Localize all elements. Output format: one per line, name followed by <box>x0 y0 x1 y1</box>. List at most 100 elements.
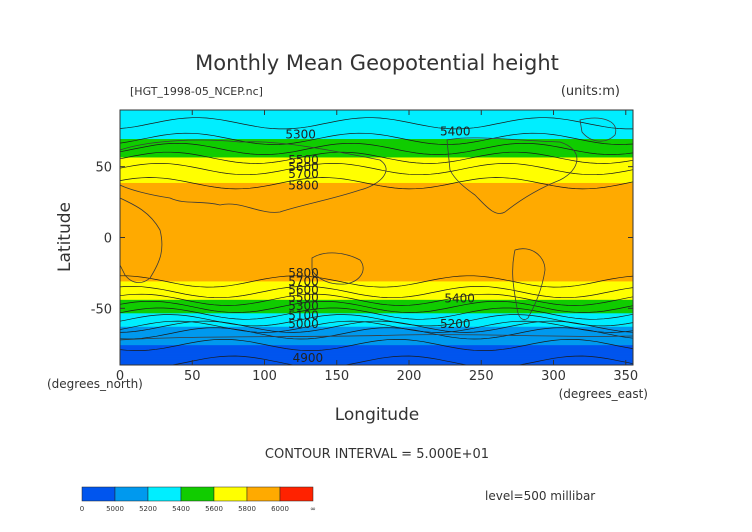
band-strip <box>120 350 633 352</box>
y-tick-label: 50 <box>95 161 112 176</box>
band-strip <box>120 258 633 260</box>
band-strip <box>120 237 633 239</box>
band-strip <box>120 269 633 271</box>
contour-line <box>120 132 633 145</box>
band-strip <box>120 136 633 138</box>
band-strip <box>120 210 633 212</box>
band-strip <box>120 289 633 292</box>
band-strip <box>120 197 633 199</box>
band-strip <box>120 159 633 161</box>
band-strip <box>120 325 633 327</box>
band-strip <box>120 348 633 350</box>
band-strip <box>120 351 633 353</box>
band-strip <box>120 187 633 189</box>
band-strip <box>120 297 633 300</box>
band-strip <box>120 303 633 305</box>
y-tick-label: -50 <box>91 302 112 317</box>
band-strip <box>120 167 633 169</box>
contour-lines <box>120 117 633 365</box>
band-strip <box>120 287 633 290</box>
contour-line <box>120 300 633 313</box>
file-label: [HGT_1998-05_NCEP.nc] <box>130 85 263 98</box>
band-strip <box>120 219 633 222</box>
band-strip <box>120 255 633 258</box>
band-strip <box>120 224 633 227</box>
band-strip <box>120 278 633 280</box>
band-strip <box>120 134 633 137</box>
band-strip <box>120 230 633 232</box>
band-strip <box>120 354 633 356</box>
band-strip <box>120 176 633 178</box>
band-strip <box>120 259 633 261</box>
band-strip <box>120 127 633 130</box>
band-strip <box>120 298 633 300</box>
band-strip <box>120 199 633 202</box>
band-strip <box>120 282 633 284</box>
band-strip <box>120 359 633 361</box>
band-strip <box>120 293 633 295</box>
band-strip <box>120 362 633 364</box>
band-strip <box>120 160 633 162</box>
band-strip <box>120 190 633 192</box>
band-strip <box>120 299 633 301</box>
contour-labels: 5300 540055005600570058005800570056005500… <box>285 125 475 366</box>
band-strip <box>120 170 633 173</box>
band-strip <box>120 197 633 200</box>
band-strip <box>120 146 633 149</box>
contour-line <box>120 286 633 299</box>
band-strip <box>120 211 633 213</box>
band-strip <box>120 209 633 212</box>
band-strip <box>120 239 633 241</box>
axis-ticks: 0 50 100 150 200 250 300 350 -50 0 50 <box>91 110 638 384</box>
band-strip <box>120 181 633 183</box>
band-strip <box>120 357 633 360</box>
band-strip <box>120 180 633 182</box>
band-strip <box>120 342 633 344</box>
band-strip <box>120 338 633 341</box>
band-strip <box>120 329 633 331</box>
band-strip <box>120 209 633 211</box>
band-strip <box>120 131 633 133</box>
band-strip <box>120 284 633 286</box>
band-strip <box>120 221 633 223</box>
band-strip <box>120 185 633 187</box>
band-strip <box>120 331 633 334</box>
band-strip <box>120 123 633 125</box>
band-strip <box>120 128 633 130</box>
band-strip <box>120 161 633 164</box>
band-strip <box>120 121 633 123</box>
band-strip <box>120 242 633 244</box>
band-strip <box>120 304 633 306</box>
band-strip <box>120 355 633 357</box>
band-strip <box>120 241 633 243</box>
band-strip <box>120 349 633 351</box>
filled-contours <box>120 110 633 365</box>
contour-line <box>120 320 633 333</box>
band-strip <box>120 175 633 178</box>
band-strip <box>120 234 633 236</box>
band-strip <box>120 249 633 251</box>
band-strip <box>120 206 633 208</box>
colorbar-label: 5400 <box>172 505 190 513</box>
band-strip <box>120 341 633 343</box>
band-strip <box>120 272 633 274</box>
band-strip <box>120 192 633 194</box>
band-strip <box>120 202 633 205</box>
colorbar-swatch <box>246 486 281 502</box>
band-strip <box>120 201 633 203</box>
band-strip <box>120 138 633 140</box>
band-strip <box>120 353 633 355</box>
x-axis-label: Longitude <box>335 405 420 425</box>
band-strip <box>120 114 633 117</box>
band-strip <box>120 272 633 275</box>
band-strip <box>120 110 633 113</box>
band-strip <box>120 178 633 180</box>
band-strip <box>120 246 633 249</box>
contour-interval: CONTOUR INTERVAL = 5.000E+01 <box>265 447 489 462</box>
band-strip <box>120 218 633 220</box>
colorbar-swatch <box>180 486 215 502</box>
band-strip <box>120 338 633 340</box>
band-strip <box>120 328 633 331</box>
band-strip <box>120 292 633 294</box>
band-strip <box>120 357 633 359</box>
